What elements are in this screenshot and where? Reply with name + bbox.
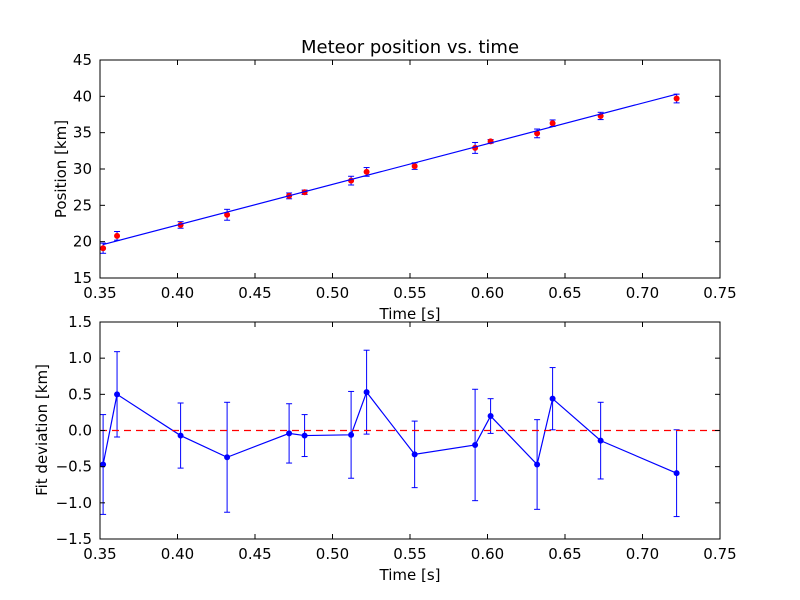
top-x-tick-label: 0.60	[471, 284, 504, 302]
bottom-x-tick-label: 0.65	[548, 545, 581, 563]
data-point	[286, 430, 293, 437]
data-point	[177, 432, 184, 439]
data-point	[534, 461, 541, 468]
data-point	[363, 389, 370, 396]
top-y-tick-label: 40	[73, 87, 92, 105]
bottom-y-tick-label: −0.5	[56, 458, 92, 476]
top-plot-title: Meteor position vs. time	[301, 37, 519, 58]
bottom-y-tick-label: −1.0	[56, 494, 92, 512]
data-point	[487, 413, 494, 420]
bottom-y-axis-label: Fit deviation [km]	[33, 364, 51, 496]
top-y-tick-label: 35	[73, 124, 92, 142]
bottom-x-axis-label: Time [s]	[379, 566, 441, 584]
data-point	[100, 245, 107, 252]
top-plot-marks	[100, 93, 680, 254]
top-y-tick-label: 25	[73, 196, 92, 214]
data-point	[114, 232, 121, 239]
top-y-tick-label: 20	[73, 233, 92, 251]
top-y-axis-label: Position [km]	[52, 120, 70, 218]
data-point	[673, 470, 680, 477]
bottom-y-tick-label: −1.5	[56, 530, 92, 548]
top-x-tick-label: 0.50	[316, 284, 349, 302]
bottom-x-tick-label: 0.70	[626, 545, 659, 563]
top-x-tick-label: 0.65	[548, 284, 581, 302]
top-y-tick-label: 30	[73, 160, 92, 178]
data-point	[597, 437, 604, 444]
bottom-y-tick-label: 1.0	[68, 349, 92, 367]
bottom-plot-marks	[100, 349, 720, 518]
top-x-tick-label: 0.70	[626, 284, 659, 302]
bottom-y-tick-label: 1.5	[68, 313, 92, 331]
bottom-y-tick-label: 0.5	[68, 385, 92, 403]
top-plot: Meteor position vs. time 0.35 0.40 0.45 0.5…	[52, 37, 737, 323]
top-y-tick-label: 15	[73, 269, 92, 287]
data-point	[114, 391, 121, 398]
bottom-x-tick-label: 0.50	[316, 545, 349, 563]
top-y-ticks: 15 20 25 30 35 40 45	[73, 51, 720, 287]
data-point	[301, 432, 308, 439]
bottom-x-tick-label: 0.45	[238, 545, 271, 563]
bottom-x-tick-label: 0.35	[83, 545, 116, 563]
data-point	[411, 163, 418, 170]
bottom-y-tick-label: 0.0	[68, 422, 92, 440]
bottom-x-ticks: 0.35 0.40 0.45 0.50 0.55 0.60 0.65 0.70 0.75	[83, 322, 737, 563]
fit-line	[102, 93, 677, 246]
top-x-ticks: 0.35 0.40 0.45 0.50 0.55 0.60 0.65 0.70 0.75	[83, 60, 737, 302]
top-x-tick-label: 0.75	[703, 284, 736, 302]
data-point	[673, 95, 680, 102]
data-point	[411, 451, 418, 458]
top-x-tick-label: 0.55	[393, 284, 426, 302]
top-x-axis-label: Time [s]	[379, 305, 441, 323]
data-point	[224, 454, 231, 461]
data-point	[549, 120, 556, 127]
data-point	[472, 441, 479, 448]
bottom-y-ticks: −1.5 −1.0 −0.5 0.0 0.5 1.0 1.5	[56, 313, 720, 548]
top-y-tick-label: 45	[73, 51, 92, 69]
bottom-plot: 0.35 0.40 0.45 0.50 0.55 0.60 0.65 0.70 0.75 −1.…	[33, 313, 737, 584]
top-x-tick-label: 0.35	[83, 284, 116, 302]
bottom-x-tick-label: 0.55	[393, 545, 426, 563]
bottom-x-tick-label: 0.40	[161, 545, 194, 563]
bottom-x-tick-label: 0.75	[703, 545, 736, 563]
top-x-tick-label: 0.45	[238, 284, 271, 302]
data-point	[549, 395, 556, 402]
data-point	[363, 168, 370, 175]
bottom-x-tick-label: 0.60	[471, 545, 504, 563]
data-point	[348, 431, 355, 438]
top-x-tick-label: 0.40	[161, 284, 194, 302]
